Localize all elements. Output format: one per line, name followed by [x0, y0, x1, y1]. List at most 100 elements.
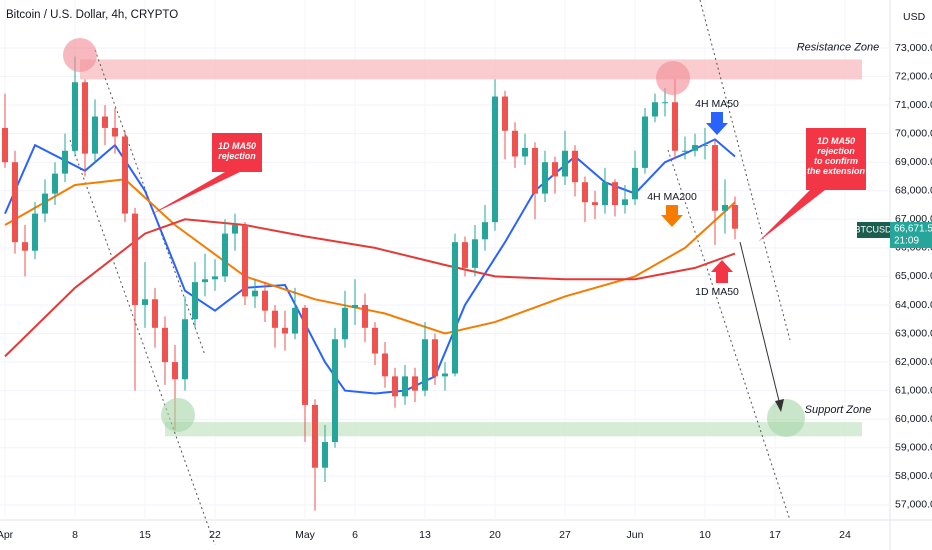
candle-body	[312, 404, 318, 468]
arrow-line	[739, 241, 781, 406]
x-tick-label: 22	[209, 529, 221, 541]
candle-body	[472, 239, 478, 268]
symbol-tag	[857, 222, 890, 238]
arrow	[706, 112, 728, 135]
chart-title: Bitcoin / U.S. Dollar, 4h, CRYPTO	[6, 9, 178, 21]
arrow	[661, 205, 683, 227]
candle-body	[102, 116, 108, 128]
circles	[63, 38, 805, 437]
candle-body	[142, 299, 148, 305]
trend-lines	[69, 0, 791, 546]
candle-body	[672, 102, 678, 151]
y-tick-label: 70,000.00	[895, 127, 932, 139]
price-tag: BTCUSD 66,671.55 21:09	[854, 222, 932, 248]
y-tick-label: 64,000.00	[895, 299, 932, 311]
candle-body	[702, 145, 708, 147]
candle-body	[32, 213, 38, 251]
y-tick-label: 73,000.00	[895, 42, 932, 54]
x-tick-label: 24	[839, 529, 851, 541]
callout-line: 1D MA50	[218, 141, 256, 151]
candle-body	[152, 299, 158, 328]
trend-line	[94, 49, 206, 356]
candle-body	[252, 290, 258, 297]
zone-label: Support Zone	[805, 404, 872, 416]
candle-body	[342, 307, 348, 340]
candle-body	[382, 353, 388, 377]
projection-arrow	[739, 241, 784, 412]
callout-line: 1D MA50	[817, 136, 855, 146]
candle-body	[562, 150, 568, 177]
y-tick-label: 61,000.00	[895, 384, 932, 396]
candle-body	[712, 145, 718, 211]
candle-body	[632, 167, 638, 200]
candle-body	[242, 225, 248, 297]
candle-body	[652, 102, 658, 117]
candle-body	[592, 202, 598, 206]
candle-body	[692, 145, 698, 151]
callout-line: to confirm	[814, 156, 858, 166]
candle-body	[732, 205, 738, 229]
x-tick-label: 10	[699, 529, 711, 541]
candle-body	[492, 96, 498, 223]
candle-body	[372, 327, 378, 354]
candle-body	[212, 276, 218, 280]
x-tick-label: 17	[769, 529, 781, 541]
candle-body	[262, 290, 268, 311]
y-tick-label: 60,000.00	[895, 413, 932, 425]
callout-line: rejection	[817, 146, 855, 156]
candle-body	[352, 304, 358, 308]
y-tick-label: 69,000.00	[895, 156, 932, 168]
countdown: 21:09	[894, 236, 919, 247]
candle-body	[182, 319, 188, 380]
candle-body	[222, 233, 228, 277]
candle-body	[402, 376, 408, 397]
candle-body	[662, 102, 668, 104]
zone	[165, 422, 862, 437]
candle-body	[82, 82, 88, 154]
ma-label: 4H MA50	[695, 98, 739, 110]
candle-body	[502, 96, 508, 131]
candle-body	[72, 82, 78, 151]
highlight-circle	[63, 38, 97, 72]
candle-body	[92, 116, 98, 154]
x-tick-label: 20	[489, 529, 501, 541]
arrow-head	[775, 399, 784, 412]
candle-body	[162, 327, 168, 363]
trend-line	[699, 0, 791, 341]
y-tick-label: 59,000.00	[895, 442, 932, 454]
candle-body	[622, 199, 628, 206]
y-tick-label: 63,000.00	[895, 327, 932, 339]
highlight-circle	[161, 398, 195, 432]
candle-body	[122, 136, 128, 214]
y-tick-label: 71,000.00	[895, 99, 932, 111]
candle-body	[332, 339, 338, 443]
candle-body	[432, 339, 438, 377]
candle-body	[132, 213, 138, 305]
symbol: BTCUSD	[854, 224, 892, 234]
zone	[80, 59, 862, 80]
currency: USD	[903, 11, 926, 23]
candle-body	[272, 310, 278, 328]
ma-label: 4H MA200	[647, 191, 697, 203]
trend-line	[69, 139, 216, 546]
arrow	[711, 260, 733, 283]
zone-label: Resistance Zone	[797, 41, 880, 53]
candle-body	[392, 376, 398, 397]
candle-body	[52, 173, 58, 194]
candle-body	[422, 339, 428, 391]
x-tick-label: May	[295, 529, 316, 541]
candle-body	[232, 225, 238, 234]
y-tick-label: 72,000.00	[895, 70, 932, 82]
ma-label: 1D MA50	[695, 286, 739, 298]
x-tick-label: 15	[139, 529, 151, 541]
candle-body	[572, 150, 578, 183]
y-tick-label: 65,000.00	[895, 270, 932, 282]
candle-body	[172, 362, 178, 380]
x-tick-label: 13	[419, 529, 431, 541]
moving-average	[4, 218, 736, 358]
y-tick-label: 68,000.00	[895, 185, 932, 197]
callout-text: 1D MA50 rejection to confirm the extension	[807, 136, 866, 176]
candle-body	[682, 150, 688, 152]
